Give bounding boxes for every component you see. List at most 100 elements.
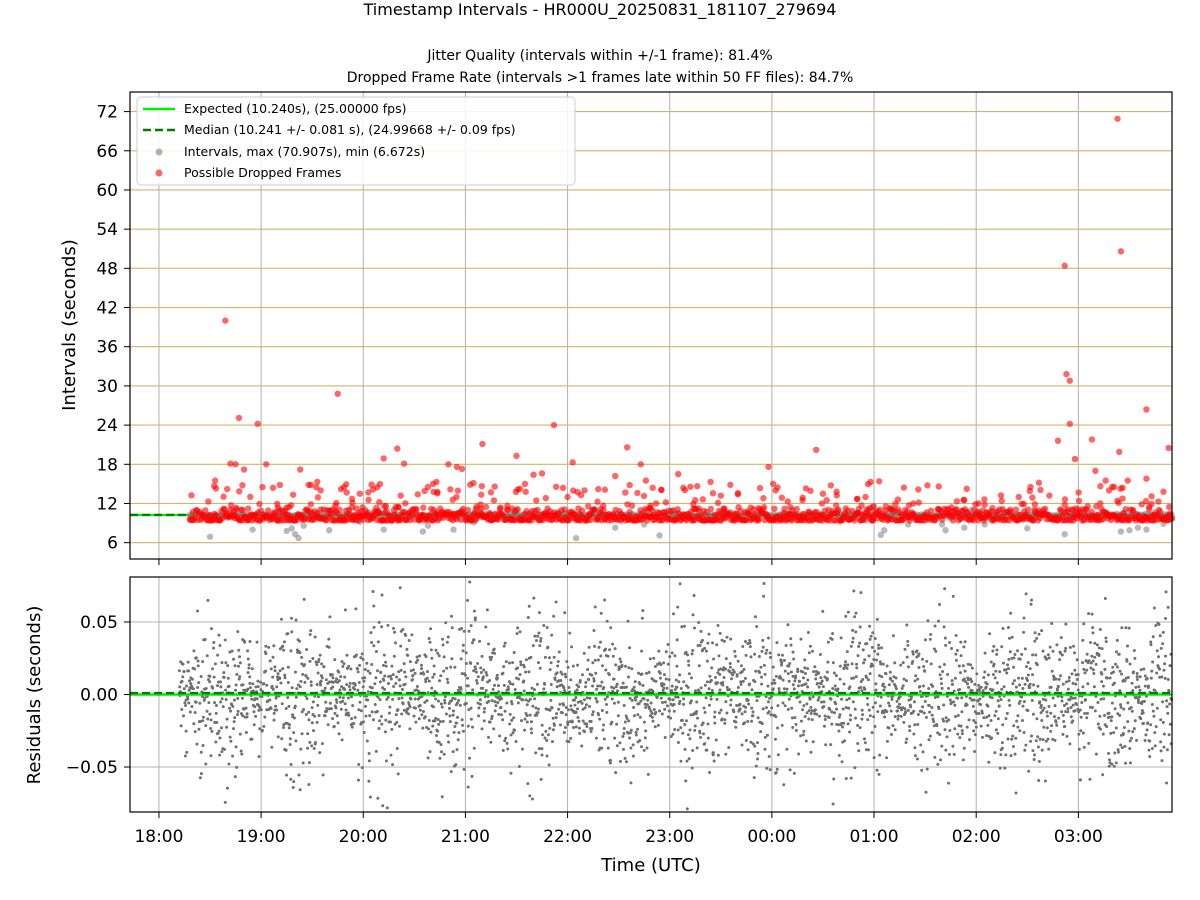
residual-point xyxy=(291,713,295,717)
residual-point xyxy=(1164,617,1168,621)
residual-point xyxy=(421,726,425,730)
residual-point xyxy=(902,720,906,724)
residual-point xyxy=(179,724,183,728)
residual-point xyxy=(879,695,883,699)
residual-point xyxy=(219,700,223,704)
dropped-frame-point xyxy=(581,487,588,494)
residual-point xyxy=(453,665,457,669)
residual-point xyxy=(667,709,671,713)
dropped-frame-point xyxy=(595,485,602,493)
bottom-panel-points xyxy=(177,580,1174,811)
residual-point xyxy=(633,680,637,684)
residual-point xyxy=(344,708,348,712)
residual-point xyxy=(232,698,236,702)
residual-point xyxy=(566,708,570,712)
residual-point xyxy=(1158,675,1162,679)
residual-point xyxy=(591,684,595,688)
residual-point xyxy=(994,709,998,713)
residual-point xyxy=(670,689,674,693)
residual-point xyxy=(332,724,336,728)
residual-point xyxy=(530,731,534,735)
residual-point xyxy=(310,721,314,725)
residual-point xyxy=(1045,714,1049,718)
residual-point xyxy=(538,666,542,670)
residual-point xyxy=(320,742,324,746)
residual-point xyxy=(876,652,880,656)
residual-point xyxy=(1091,631,1095,635)
residual-point xyxy=(833,684,837,688)
residual-point xyxy=(947,718,951,722)
residual-point xyxy=(1018,699,1022,703)
residual-point xyxy=(434,716,438,720)
residual-point xyxy=(604,647,608,651)
residual-point xyxy=(415,685,419,689)
residual-point xyxy=(799,734,803,738)
residual-point xyxy=(818,653,822,657)
residual-point xyxy=(930,713,934,717)
residual-point xyxy=(725,685,729,689)
residual-point xyxy=(406,707,410,711)
residual-point xyxy=(311,729,315,733)
residual-point xyxy=(877,643,881,647)
dropped-frame-point xyxy=(552,483,560,491)
residual-point xyxy=(607,673,611,677)
residual-point xyxy=(771,687,775,691)
residual-point xyxy=(294,739,298,743)
residual-point xyxy=(252,723,256,727)
residual-point xyxy=(275,685,279,689)
residual-point xyxy=(1084,659,1088,663)
residual-point xyxy=(513,687,517,691)
residual-point xyxy=(1130,709,1134,713)
residual-point xyxy=(1154,624,1158,628)
residual-point xyxy=(738,702,742,706)
residual-point xyxy=(676,605,680,609)
residual-point xyxy=(974,725,978,729)
residual-point xyxy=(849,713,853,717)
residual-point xyxy=(837,729,841,733)
residual-point xyxy=(459,657,463,661)
residual-point xyxy=(191,687,195,691)
residual-point xyxy=(497,690,501,694)
residual-point xyxy=(764,706,768,710)
residual-point xyxy=(343,608,347,612)
residual-point xyxy=(262,681,266,685)
dropped-frame-point xyxy=(1084,503,1091,510)
residual-point xyxy=(1092,685,1096,689)
residual-point xyxy=(1132,648,1136,652)
residual-point xyxy=(247,666,251,670)
residual-point xyxy=(1065,702,1069,706)
residual-point xyxy=(1045,710,1049,714)
residual-point xyxy=(414,706,418,710)
top-y-tick-label: 66 xyxy=(96,142,118,162)
dropped-frame-point xyxy=(1061,496,1069,503)
top-panel-x-ticks xyxy=(158,559,1079,565)
interval-point xyxy=(326,527,333,534)
residual-point xyxy=(724,700,728,704)
residual-point xyxy=(481,686,485,690)
residual-point xyxy=(584,685,588,689)
dropped-frame-point xyxy=(256,500,263,508)
residual-point xyxy=(524,658,528,662)
residual-point xyxy=(222,747,226,751)
residual-point xyxy=(840,697,844,701)
residual-point xyxy=(871,705,875,709)
residual-point xyxy=(822,724,826,728)
residual-point xyxy=(708,770,712,774)
residual-point xyxy=(822,700,826,704)
residual-point xyxy=(299,747,303,751)
residual-point xyxy=(368,714,372,718)
residual-point xyxy=(1145,728,1149,732)
residual-point xyxy=(563,689,567,693)
residual-point xyxy=(865,642,869,646)
residual-point xyxy=(671,732,675,736)
residual-point xyxy=(649,709,653,713)
residual-point xyxy=(255,697,259,701)
residual-point xyxy=(518,630,522,634)
residual-point xyxy=(650,711,654,715)
residual-point xyxy=(469,624,473,628)
residual-point xyxy=(1166,677,1170,681)
residual-point xyxy=(547,656,551,660)
residual-point xyxy=(640,616,644,620)
residual-point xyxy=(719,667,723,671)
residual-point xyxy=(466,676,470,680)
